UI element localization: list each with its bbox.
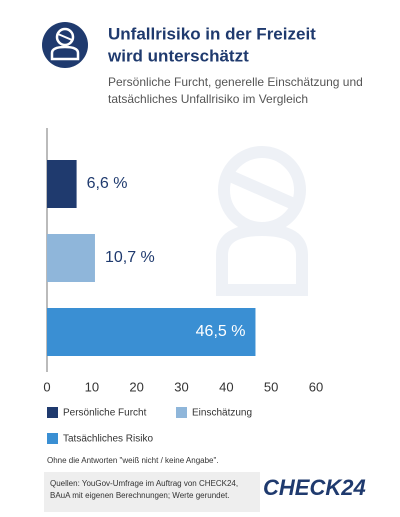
value-label: 10,7 %: [105, 249, 155, 266]
bar: [47, 234, 95, 282]
logo: CHECK24: [263, 475, 366, 500]
legend-swatch: [47, 407, 58, 418]
x-tick-label: 10: [85, 379, 99, 394]
x-tick-label: 0: [43, 379, 50, 394]
x-tick-label: 60: [309, 379, 323, 394]
legend-label: Persönliche Furcht: [63, 408, 147, 419]
x-tick-label: 20: [129, 379, 143, 394]
legend-label: Tatsächliches Risiko: [63, 434, 153, 445]
legend-swatch: [176, 407, 187, 418]
header-icon: [42, 22, 88, 68]
bar: [47, 308, 256, 356]
source: BAuA mit eigenen Berechnungen; Werte ger…: [50, 491, 230, 500]
bar: [47, 160, 77, 208]
value-label: 46,5 %: [196, 323, 246, 340]
source: Quellen: YouGov-Umfrage im Auftrag von C…: [50, 479, 238, 488]
note: Ohne die Antworten "weiß nicht / keine A…: [47, 456, 219, 465]
value-label: 6,6 %: [87, 175, 128, 192]
chart-title: Unfallrisiko in der Freizeit: [108, 24, 316, 43]
chart-subtitle: Persönliche Furcht, generelle Einschätzu…: [108, 75, 363, 89]
x-tick-label: 30: [174, 379, 188, 394]
x-tick-label: 40: [219, 379, 233, 394]
chart-subtitle: tatsächliches Unfallrisiko im Vergleich: [108, 92, 308, 106]
source-box: [44, 472, 260, 512]
x-tick-label: 50: [264, 379, 278, 394]
legend-label: Einschätzung: [192, 408, 252, 419]
legend-swatch: [47, 433, 58, 444]
chart-title: wird unterschätzt: [107, 46, 249, 65]
watermark: [216, 146, 308, 296]
